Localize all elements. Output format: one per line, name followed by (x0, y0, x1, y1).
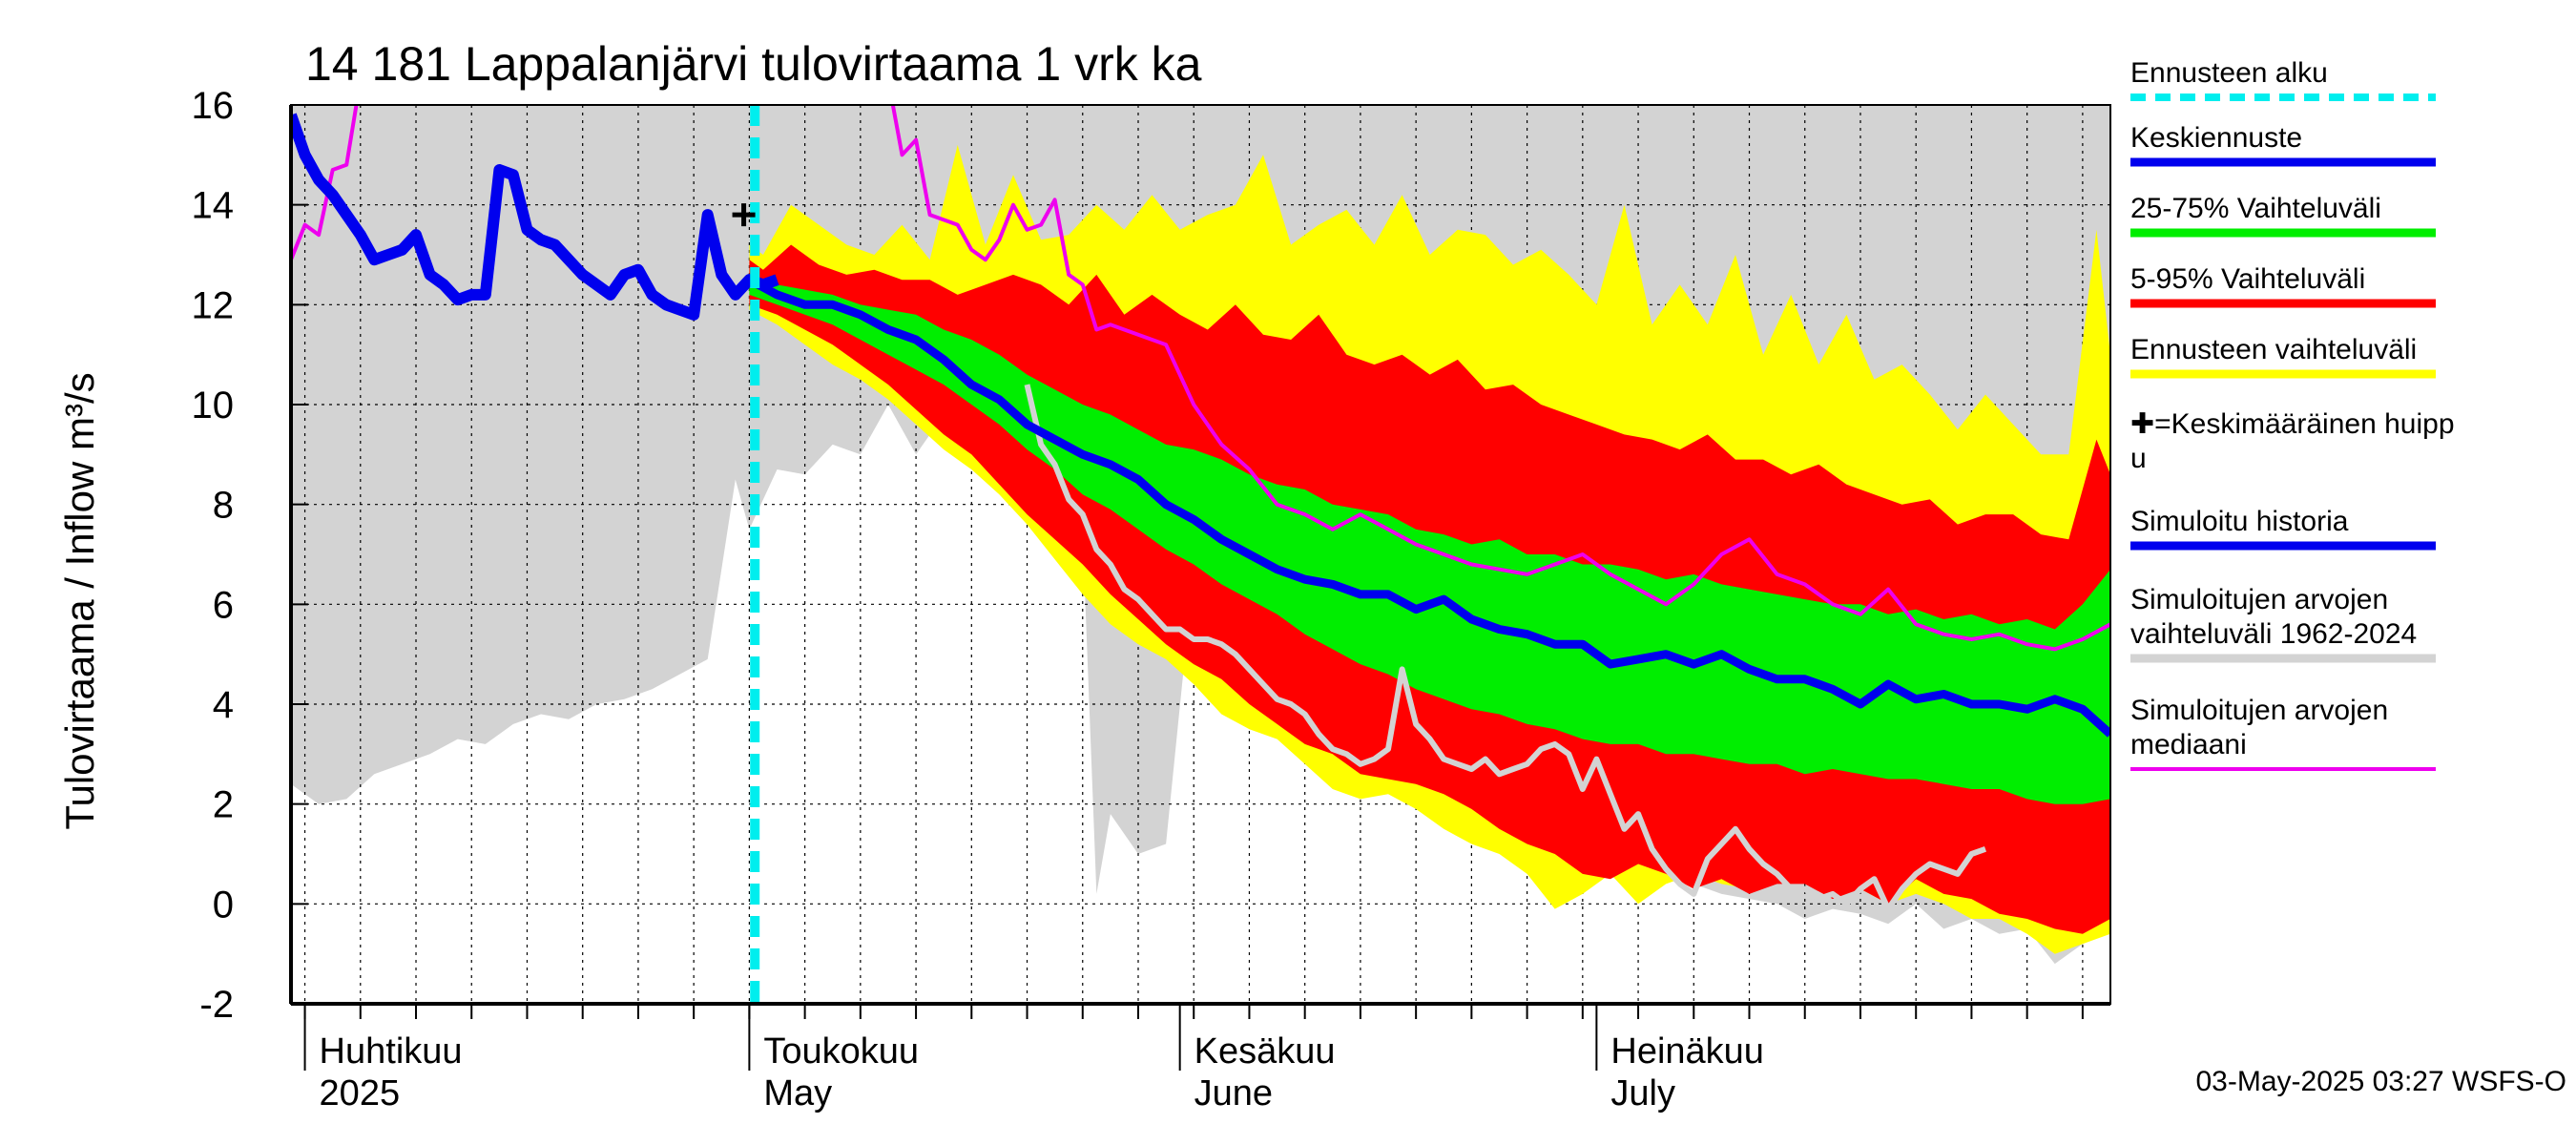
y-tick-label: 10 (192, 385, 235, 427)
legend-label: ✚=Keskimääräinen huipp (2130, 408, 2455, 440)
legend-label: 5-95% Vaihteluväli (2130, 263, 2365, 295)
y-tick-label: 6 (213, 584, 234, 626)
legend: Ennusteen alku Keskiennuste 25-75% Vaihtel… (2130, 57, 2455, 771)
footer-timestamp: 03-May-2025 03:27 WSFS-O (2196, 1066, 2567, 1097)
median-line (291, 105, 2110, 652)
y-tick-label: -2 (199, 984, 234, 1026)
plot-clip-group (291, 105, 2110, 1004)
y-axis-ticks: -2 0 2 4 6 8 10 12 14 16 (192, 85, 308, 1026)
peak-marker (732, 203, 756, 227)
y-tick-label: 2 (213, 784, 234, 826)
y-tick-label: 14 (192, 185, 235, 227)
legend-label: Keskiennuste (2130, 122, 2302, 154)
y-tick-label: 8 (213, 485, 234, 527)
grey-median-line (1024, 384, 1987, 912)
y-axis-label: Tulovirtaama / Inflow m³/s (57, 372, 102, 829)
y-tick-label: 12 (192, 284, 235, 326)
legend-label: Ennusteen alku (2130, 57, 2328, 89)
month-label-fi: Heinäkuu (1610, 1031, 1764, 1072)
legend-label-2: vaihteluväli 1962-2024 (2130, 618, 2417, 650)
y-tick-label: 0 (213, 884, 234, 926)
plot-area (289, 104, 2111, 1006)
month-label-en: May (763, 1073, 832, 1114)
legend-label: Simuloitu historia (2130, 506, 2349, 537)
legend-label-2: u (2130, 443, 2147, 474)
legend-label: Ennusteen vaihteluväli (2130, 334, 2417, 365)
legend-label-2: mediaani (2130, 729, 2247, 760)
legend-label: Simuloitujen arvojen (2130, 695, 2388, 726)
month-label-en: July (1610, 1073, 1675, 1114)
legend-label: 25-75% Vaihteluväli (2130, 193, 2381, 224)
y-tick-label: 4 (213, 684, 234, 726)
month-label-fi: Kesäkuu (1195, 1031, 1336, 1072)
legend-label: Simuloitujen arvojen (2130, 584, 2388, 615)
simulated-history-line (291, 113, 779, 321)
chart-title: 14 181 Lappalanjärvi tulovirtaama 1 vrk … (305, 37, 1202, 91)
month-label-fi: Toukokuu (763, 1031, 919, 1072)
mean-forecast-line (747, 276, 2110, 738)
month-label-fi: Huhtikuu (320, 1031, 463, 1072)
month-label-en: June (1195, 1073, 1273, 1114)
y-tick-label: 16 (192, 85, 235, 127)
month-label-en: 2025 (320, 1073, 401, 1114)
